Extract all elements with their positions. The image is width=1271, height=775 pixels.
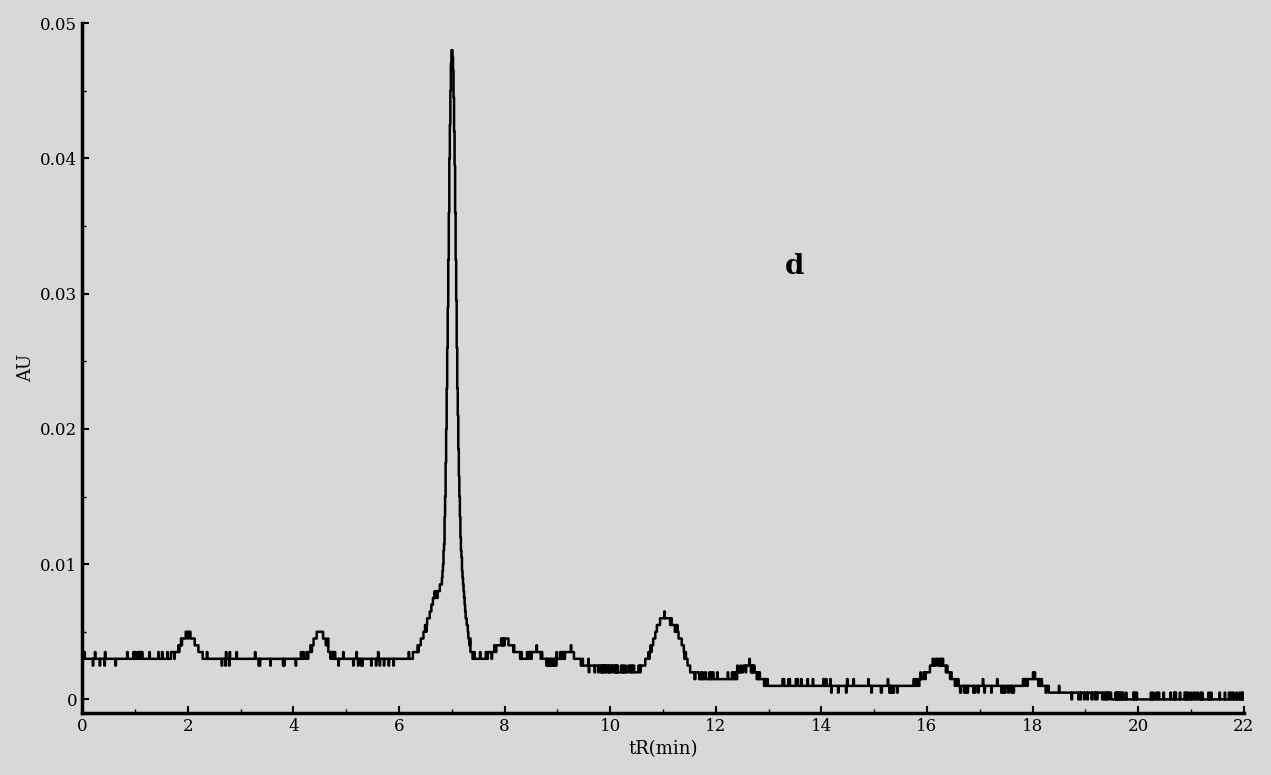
Y-axis label: AU: AU <box>17 354 34 382</box>
Text: d: d <box>785 253 805 280</box>
X-axis label: tR(min): tR(min) <box>628 740 698 758</box>
